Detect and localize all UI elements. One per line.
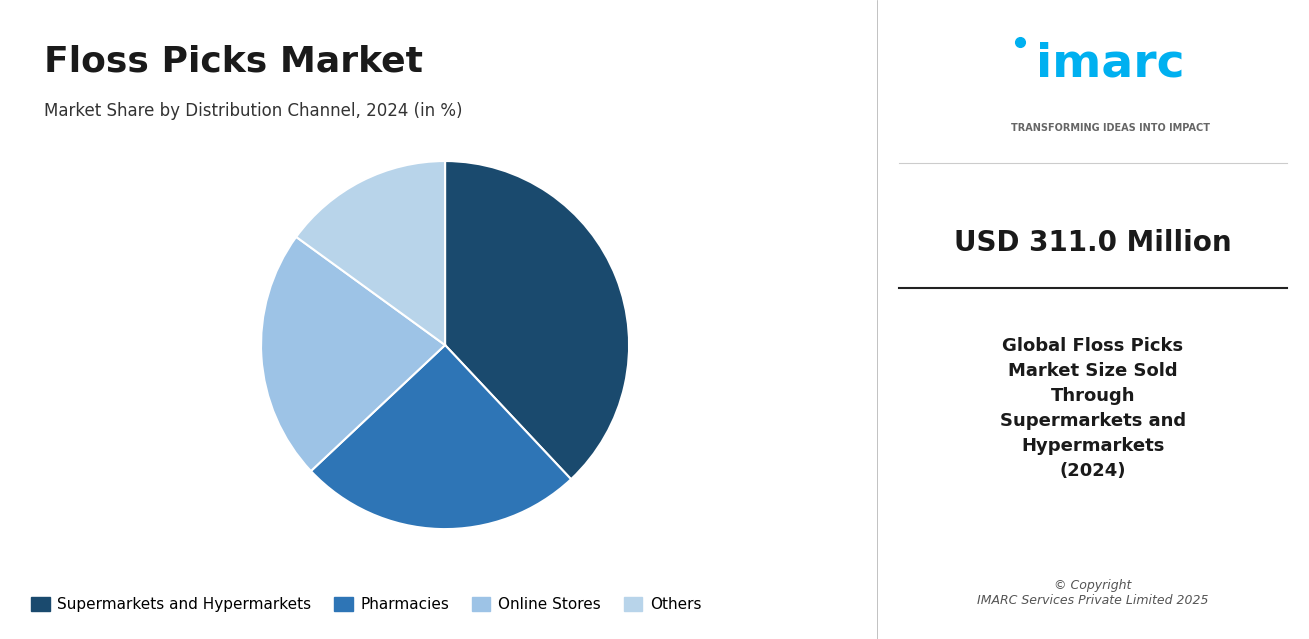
Legend: Supermarkets and Hypermarkets, Pharmacies, Online Stores, Others: Supermarkets and Hypermarkets, Pharmacie…: [25, 591, 707, 619]
Wedge shape: [296, 161, 445, 345]
Text: Floss Picks Market: Floss Picks Market: [45, 45, 423, 79]
Wedge shape: [445, 161, 630, 479]
Text: Global Floss Picks
Market Size Sold
Through
Supermarkets and
Hypermarkets
(2024): Global Floss Picks Market Size Sold Thro…: [1000, 337, 1186, 481]
Text: USD 311.0 Million: USD 311.0 Million: [954, 229, 1232, 257]
Text: TRANSFORMING IDEAS INTO IMPACT: TRANSFORMING IDEAS INTO IMPACT: [1011, 123, 1210, 133]
Text: imarc: imarc: [1035, 42, 1185, 86]
Text: © Copyright
IMARC Services Private Limited 2025: © Copyright IMARC Services Private Limit…: [978, 579, 1208, 607]
Wedge shape: [312, 345, 571, 529]
Text: Market Share by Distribution Channel, 2024 (in %): Market Share by Distribution Channel, 20…: [45, 102, 462, 120]
Wedge shape: [260, 237, 445, 471]
